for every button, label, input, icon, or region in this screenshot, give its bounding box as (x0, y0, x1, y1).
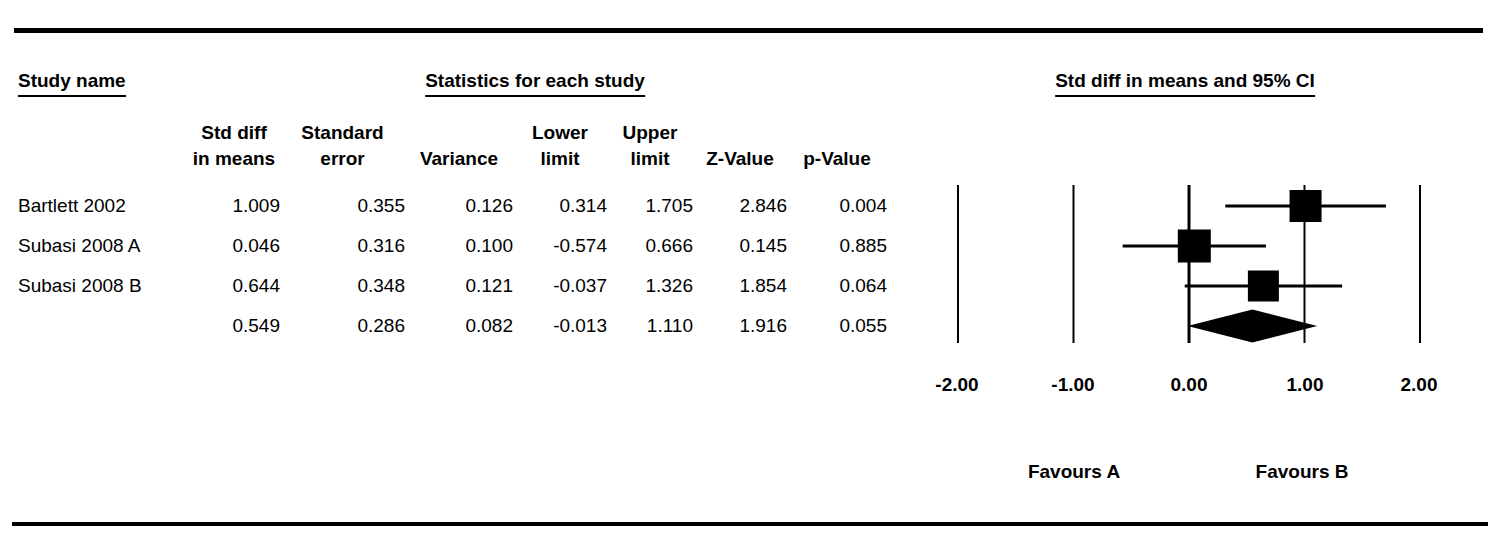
x-tick-label: 2.00 (1401, 374, 1438, 396)
favours-a-label: Favours A (1028, 461, 1120, 483)
x-tick-label: 0.00 (1171, 374, 1208, 396)
study-marker (1248, 271, 1279, 302)
x-tick-label: -1.00 (1051, 374, 1094, 396)
x-tick-label: -2.00 (935, 374, 978, 396)
study-marker (1290, 190, 1322, 222)
x-tick-label: 1.00 (1287, 374, 1324, 396)
favours-b-label: Favours B (1256, 461, 1349, 483)
summary-diamond (1187, 310, 1317, 343)
study-marker (1178, 230, 1211, 263)
